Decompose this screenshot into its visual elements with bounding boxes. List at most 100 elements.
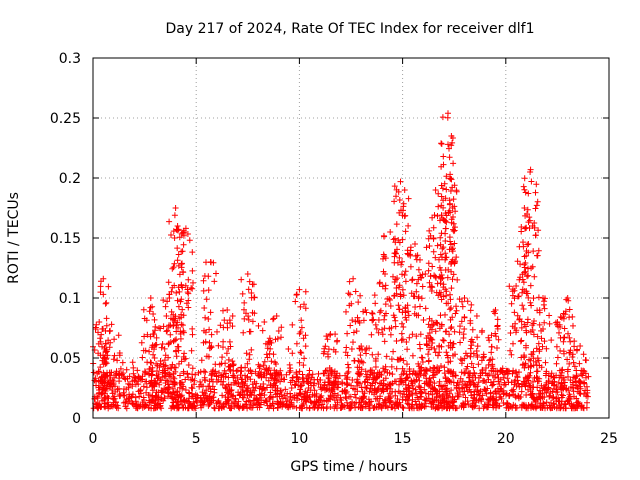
data-point (515, 293, 522, 300)
data-point (347, 322, 354, 329)
data-point (402, 305, 409, 312)
data-point (531, 273, 538, 280)
data-point (538, 335, 545, 342)
data-point (330, 346, 337, 353)
data-point (368, 331, 375, 338)
data-point (213, 373, 220, 380)
data-point (273, 387, 279, 394)
data-point (141, 368, 148, 375)
data-point (442, 250, 449, 257)
data-point (95, 350, 102, 357)
data-point (533, 345, 540, 352)
data-point (525, 249, 532, 256)
data-point (524, 273, 530, 280)
data-point (297, 349, 304, 356)
data-point (197, 402, 204, 409)
data-point (560, 310, 567, 317)
data-point (180, 241, 187, 248)
data-point (286, 361, 293, 368)
data-point (567, 338, 574, 345)
data-point (561, 325, 568, 332)
data-point (244, 405, 251, 412)
data-point (267, 345, 274, 352)
x-tick-label: 0 (89, 431, 98, 447)
data-point (524, 373, 531, 380)
data-point (263, 351, 270, 358)
data-point (534, 368, 541, 375)
data-point (584, 393, 591, 400)
data-point (399, 365, 406, 372)
data-point (219, 392, 226, 399)
data-point (179, 248, 186, 255)
data-point (570, 359, 577, 366)
data-point (417, 365, 424, 372)
data-point (561, 379, 568, 386)
data-point (417, 331, 424, 338)
data-point (237, 383, 244, 390)
data-point (415, 276, 422, 283)
data-point (427, 365, 434, 372)
data-point (103, 315, 110, 322)
data-point (165, 279, 172, 286)
data-point (464, 298, 471, 305)
data-point (174, 257, 181, 264)
data-point (211, 386, 218, 393)
data-point (143, 389, 150, 396)
data-point (409, 401, 416, 408)
data-point (434, 280, 441, 287)
data-point (512, 377, 519, 384)
data-point (390, 273, 396, 280)
data-point (470, 364, 477, 371)
data-point (406, 334, 413, 341)
data-point (366, 402, 373, 409)
data-point (321, 398, 328, 405)
data-point (199, 389, 206, 396)
data-point (472, 383, 479, 390)
data-point (553, 395, 560, 402)
data-point (131, 374, 138, 381)
data-point (291, 381, 298, 388)
data-point (520, 183, 527, 190)
data-point (576, 390, 583, 397)
data-point (170, 311, 177, 318)
data-point (150, 331, 156, 337)
data-point (452, 208, 459, 215)
data-point (300, 362, 307, 369)
data-point (533, 374, 540, 381)
data-point (542, 359, 549, 366)
data-point (479, 392, 486, 399)
data-point (240, 394, 247, 401)
data-point (229, 313, 236, 319)
data-point (442, 328, 449, 335)
data-point (566, 314, 573, 321)
data-point (287, 403, 294, 410)
data-point (492, 307, 499, 313)
data-point (407, 263, 414, 270)
data-point (111, 352, 118, 359)
data-point (581, 380, 588, 387)
data-point (323, 405, 330, 412)
data-point (292, 382, 299, 389)
data-point (570, 405, 576, 412)
y-tick-label: 0.15 (50, 231, 81, 247)
data-point (432, 328, 439, 335)
data-point (423, 367, 430, 374)
data-point (438, 141, 445, 147)
data-point (223, 350, 230, 357)
data-point (536, 321, 543, 328)
data-point (414, 252, 421, 259)
data-point (298, 317, 305, 324)
data-point (553, 389, 560, 396)
data-point (341, 404, 348, 410)
data-point (393, 221, 400, 228)
data-point (418, 404, 425, 411)
data-point (396, 381, 402, 388)
data-point (522, 212, 529, 219)
data-point (372, 300, 379, 307)
data-point (151, 400, 158, 407)
data-point (301, 393, 308, 400)
data-point (357, 352, 364, 359)
data-point (325, 353, 332, 360)
data-point (530, 378, 536, 385)
data-point (164, 327, 171, 334)
